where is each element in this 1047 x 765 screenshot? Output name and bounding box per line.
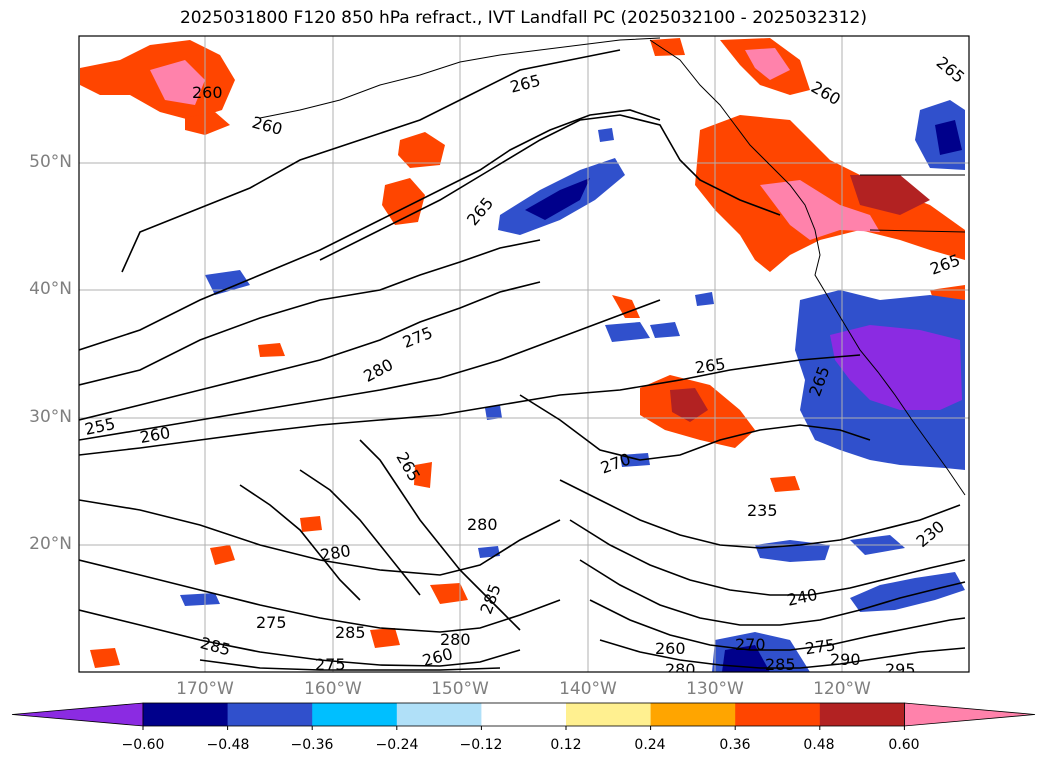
colorbar-segment	[735, 703, 821, 726]
lon-label-170w: 170°W	[176, 679, 234, 699]
contour-label: 280	[467, 515, 498, 534]
contour-label: 280	[360, 355, 396, 386]
lat-label-30n: 30°N	[29, 407, 72, 427]
colorbar-segment	[396, 703, 482, 726]
figure-title: 2025031800 F120 850 hPa refract., IVT La…	[179, 8, 867, 28]
colorbar-tick-label: −0.36	[290, 737, 334, 753]
contour-label: 260	[138, 423, 171, 447]
contour-label: 295	[885, 660, 916, 679]
colorbar-segment	[650, 703, 736, 726]
colorbar-tick-label: 0.60	[888, 737, 920, 753]
colorbar-extend-low	[11, 702, 144, 727]
colorbar-tick-label: −0.60	[121, 737, 165, 753]
contour-label: 260	[420, 644, 454, 670]
colorbar-tick-label: 0.48	[803, 737, 835, 753]
contour-label: 265	[463, 194, 497, 230]
contour-label: 270	[735, 635, 766, 654]
contour-label: 285	[198, 633, 232, 659]
colorbar-outline	[142, 702, 905, 727]
contour-label: 240	[785, 585, 819, 610]
colorbar-segment	[312, 703, 398, 726]
colorbar-tick-label: −0.24	[375, 737, 419, 753]
contour-label: 270	[598, 449, 633, 477]
positive-anomaly-patches	[80, 38, 965, 668]
contour-label: 280	[440, 630, 471, 649]
colorbar-tick-label: −0.12	[459, 737, 503, 753]
contour-label: 260	[655, 639, 686, 658]
contour-label: 235	[747, 501, 778, 520]
contour-label: 260	[192, 83, 223, 102]
colorbar-segment	[143, 703, 229, 726]
contour-label: 265	[933, 53, 969, 87]
contour-label: 265	[508, 71, 542, 97]
map-frame	[78, 35, 970, 673]
colorbar-tick-label: −0.48	[206, 737, 250, 753]
contour-label: 280	[319, 541, 352, 565]
lat-label-50n: 50°N	[29, 152, 72, 172]
colorbar-tick-label: 0.36	[719, 737, 751, 753]
contour-label: 265	[927, 250, 962, 278]
lon-label-140w: 140°W	[559, 679, 617, 699]
lon-label-160w: 160°W	[304, 679, 362, 699]
contour-label: 275	[400, 323, 435, 352]
contour-label: 285	[335, 623, 366, 642]
colorbar-segment	[566, 703, 652, 726]
contour-label: 280	[665, 660, 696, 679]
colorbar	[11, 702, 1036, 730]
colorbar-segment	[819, 703, 905, 726]
colorbar-extend-high	[904, 702, 1036, 727]
contour-label: 265	[694, 354, 727, 377]
isolines	[79, 49, 966, 671]
contour-label: 230	[913, 517, 949, 551]
colorbar-tick-label: 0.24	[634, 737, 666, 753]
lat-label-20n: 20°N	[29, 534, 72, 554]
lon-label-120w: 120°W	[813, 679, 871, 699]
colorbar-segment	[227, 703, 313, 726]
lon-label-130w: 130°W	[686, 679, 744, 699]
contour-label: 290	[830, 650, 861, 669]
colorbar-tick-label: 0.12	[550, 737, 582, 753]
lon-label-150w: 150°W	[431, 679, 489, 699]
contour-label: 275	[315, 655, 346, 674]
contour-label: 285	[765, 655, 796, 674]
contour-label: 275	[256, 613, 287, 632]
contour-label: 260	[250, 113, 284, 139]
colorbar-segment	[481, 703, 567, 726]
gridlines	[79, 36, 969, 672]
lat-label-40n: 40°N	[29, 279, 72, 299]
contour-label: 275	[804, 635, 837, 658]
contour-label: 260	[808, 77, 844, 109]
coastline	[259, 37, 966, 496]
